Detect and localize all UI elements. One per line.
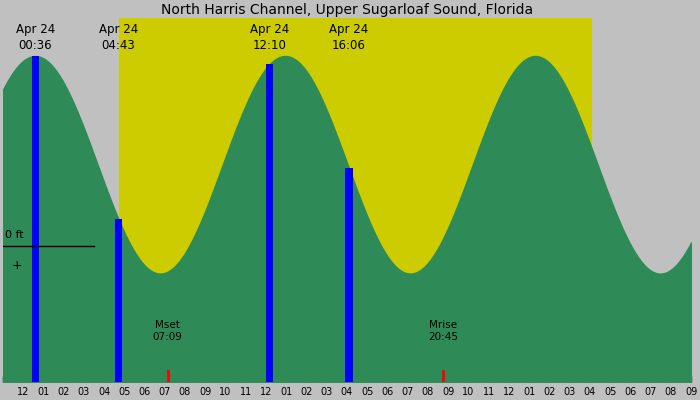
Text: Mset
07:09: Mset 07:09 bbox=[153, 320, 183, 342]
Bar bbox=[118, 18, 592, 382]
Bar bbox=[266, 64, 273, 382]
Text: Apr 24
00:36: Apr 24 00:36 bbox=[15, 23, 55, 52]
Text: Apr 24
04:43: Apr 24 04:43 bbox=[99, 23, 138, 52]
Text: Apr 24
12:10: Apr 24 12:10 bbox=[250, 23, 289, 52]
Title: North Harris Channel, Upper Sugarloaf Sound, Florida: North Harris Channel, Upper Sugarloaf So… bbox=[161, 3, 533, 17]
Bar bbox=[345, 168, 353, 382]
Text: Apr 24
16:06: Apr 24 16:06 bbox=[329, 23, 369, 52]
Bar bbox=[32, 56, 38, 382]
Text: +: + bbox=[12, 259, 22, 272]
Bar bbox=[115, 219, 122, 382]
Text: Mrise
20:45: Mrise 20:45 bbox=[428, 320, 458, 342]
Text: 0 ft: 0 ft bbox=[5, 230, 23, 240]
